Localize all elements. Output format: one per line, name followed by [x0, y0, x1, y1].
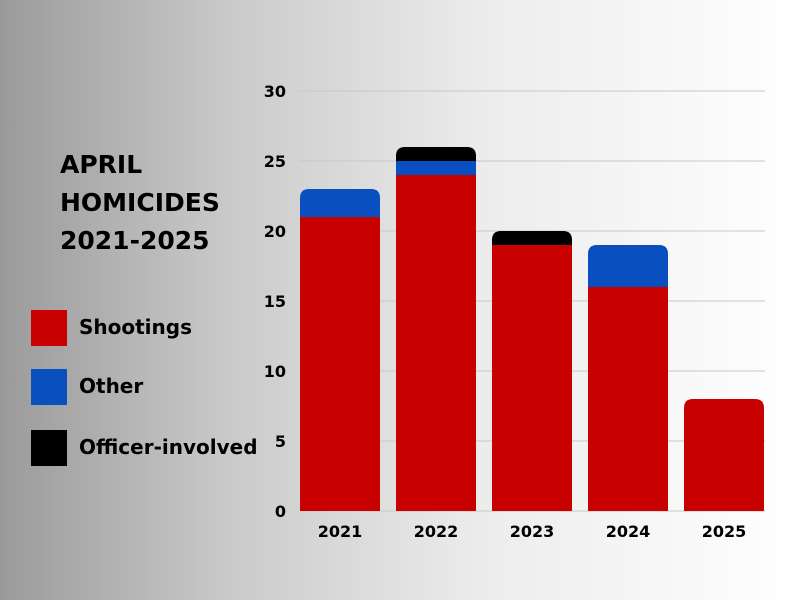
legend-label-officer-involved: Officer-involved: [79, 435, 258, 459]
bar-2022-officer-involved: [396, 147, 476, 161]
y-tick-label-25: 25: [264, 152, 286, 171]
chart-title-line-2: HOMICIDES: [60, 188, 220, 217]
x-tick-label-2024: 2024: [606, 522, 651, 541]
legend-item-shootings: Shootings: [31, 308, 271, 348]
legend-label-shootings: Shootings: [79, 315, 192, 339]
y-tick-label-15: 15: [264, 292, 286, 311]
y-tick-label-30: 30: [264, 82, 286, 101]
legend-item-officer-involved: Officer-involved: [31, 428, 271, 468]
bar-2022-shootings: [396, 175, 476, 511]
legend-swatch-other: [31, 369, 67, 405]
chart-title-line-3: 2021-2025: [60, 226, 210, 255]
bar-2023-shootings: [492, 245, 572, 511]
chart-title-line-1: APRIL: [60, 150, 143, 179]
legend-label-other: Other: [79, 374, 144, 398]
x-tick-label-2022: 2022: [414, 522, 459, 541]
y-tick-label-20: 20: [264, 222, 286, 241]
bar-2021-other: [300, 189, 380, 217]
y-tick-label-10: 10: [264, 362, 286, 381]
legend-item-other: Other: [31, 367, 271, 407]
bar-2022-other: [396, 161, 476, 175]
bar-2024-shootings: [588, 287, 668, 511]
chart-title: APRIL HOMICIDES 2021-2025: [60, 146, 220, 260]
y-tick-label-5: 5: [275, 432, 286, 451]
x-tick-label-2025: 2025: [702, 522, 747, 541]
y-tick-label-0: 0: [275, 502, 286, 521]
bar-2023-officer-involved: [492, 231, 572, 245]
x-tick-label-2021: 2021: [318, 522, 363, 541]
bar-2021-shootings: [300, 217, 380, 511]
x-tick-label-2023: 2023: [510, 522, 555, 541]
bar-2024-other: [588, 245, 668, 287]
bar-2025-shootings: [684, 399, 764, 511]
legend-swatch-officer-involved: [31, 430, 67, 466]
legend-swatch-shootings: [31, 310, 67, 346]
